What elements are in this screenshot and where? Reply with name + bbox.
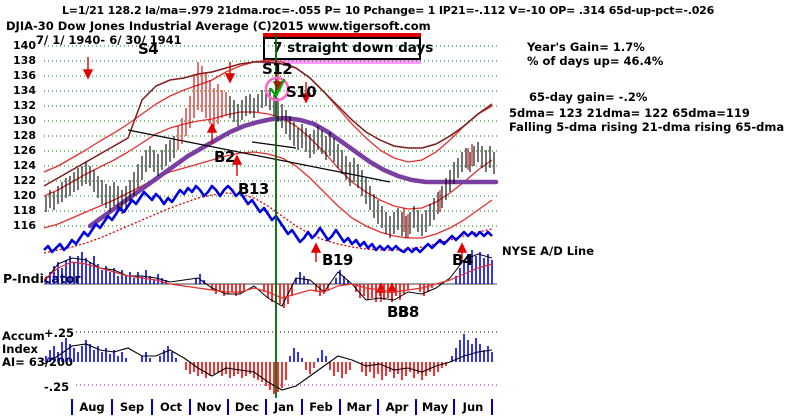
years-gain-text: Year's Gain= 1.7% [527, 40, 645, 54]
x-tick-aug: Aug [79, 400, 105, 414]
header-title: DJIA-30 Dow Jones Industrial Average (C)… [6, 19, 431, 33]
header-date-range: 7/ 1/ 1940- 6/ 30/ 1941 [36, 33, 182, 47]
signal-label-b2: B2 [214, 148, 235, 166]
signal-label-b13: B13 [238, 180, 269, 198]
callout-top-bar [263, 33, 421, 37]
trend-line [127, 129, 391, 183]
index-label: Index [2, 342, 38, 356]
accum-smooth-line [43, 343, 493, 391]
buy-arrow-b4 [456, 242, 468, 262]
signal-label-s4: S4 [138, 40, 159, 58]
y-tick-138: 138 [13, 54, 36, 67]
nyse-ad-line-label: NYSE A/D Line [502, 244, 594, 258]
x-tick-oct: Oct [159, 400, 183, 414]
check-icon [269, 78, 286, 98]
nyse-ad-line [43, 184, 493, 254]
p-indicator-envelope [43, 253, 493, 307]
ad-line-average-dotted [43, 192, 493, 254]
y-tick-130: 130 [13, 114, 36, 127]
y-tick-118: 118 [13, 204, 36, 217]
signal-label-b4: B4 [452, 251, 473, 269]
buy-arrow-b13 [231, 154, 243, 176]
x-tick-nov: Nov [196, 400, 222, 414]
p-indicator-smooth-red [43, 261, 493, 299]
y-tick-116: 116 [13, 219, 36, 232]
sell-arrow-s4 [82, 57, 94, 80]
y-tick-128: 128 [13, 129, 36, 142]
x-tick-jan: Jan [273, 400, 295, 414]
gain-65day-text: 65-day gain= -.2% [529, 90, 648, 104]
x-tick-may: May [421, 400, 449, 414]
callout-text: 7 straight down days [263, 37, 433, 60]
y-tick-140: 140 [13, 39, 36, 52]
x-tick-jun: Jun [462, 400, 484, 414]
highlight-circle [264, 76, 290, 102]
p-indicator-bars-up [45, 250, 493, 284]
y-tick-134: 134 [13, 84, 36, 97]
signal-label-s12: S12 [262, 60, 293, 78]
sell-arrow-s10 [300, 82, 312, 104]
accum-bars-down [185, 362, 447, 394]
y-tick-124: 124 [13, 159, 36, 172]
ai-value-label: AI= 63/200 [2, 355, 74, 369]
y-tick-126: 126 [13, 144, 36, 157]
dma-trend-text: Falling 5-dma rising 21-dma rising 65-dm… [509, 120, 785, 134]
minus-quarter-label: -.25 [44, 380, 70, 394]
x-tick-mar: Mar [346, 400, 372, 414]
x-tick-sep: Sep [119, 400, 145, 414]
pct-days-up-text: % of days up= 46.4% [527, 54, 664, 68]
buy-arrow-b2 [206, 122, 218, 144]
dma-values-text: 5dma= 123 21dma= 122 65dma=119 [509, 106, 750, 120]
price-bars [45, 62, 495, 238]
ma21-thick-line [87, 115, 499, 229]
accum-label: Accum [2, 329, 45, 343]
buy-arrow-b19 [310, 242, 322, 262]
x-tick-apr: Apr [385, 400, 409, 414]
upper-band-line [43, 59, 493, 173]
x-tick-dec: Dec [234, 400, 260, 414]
signal-label-s10: S10 [286, 83, 317, 101]
trend-line-2 [251, 141, 297, 149]
accum-bars-up [45, 334, 493, 362]
header-stats-line: L=1/21 128.2 la/ma=.979 21dma.roc=-.055 … [62, 4, 715, 17]
signal-label-b8: B8 [387, 303, 408, 321]
y-tick-122: 122 [13, 174, 36, 187]
p-indicator-bars-down [211, 284, 433, 308]
accum-index-panel [43, 331, 497, 394]
signal-label-b8: B8 [398, 303, 419, 321]
p-indicator-panel [43, 250, 497, 308]
mid-band-line [43, 111, 493, 210]
y-tick-136: 136 [13, 69, 36, 82]
callout-box: 7 straight down days [263, 33, 433, 64]
callout-bottom-bar [263, 60, 421, 64]
y-tick-132: 132 [13, 99, 36, 112]
p-indicator-label: P-Indicator [3, 271, 81, 286]
ma65-line [43, 61, 493, 187]
y-tick-120: 120 [13, 189, 36, 202]
x-tick-feb: Feb [309, 400, 333, 414]
plus-quarter-label: +.25 [44, 326, 75, 340]
sell-arrow-4 [224, 62, 236, 84]
month-ticks [71, 399, 493, 415]
signal-label-b19: B19 [322, 251, 353, 269]
lower-band-line [43, 151, 493, 239]
